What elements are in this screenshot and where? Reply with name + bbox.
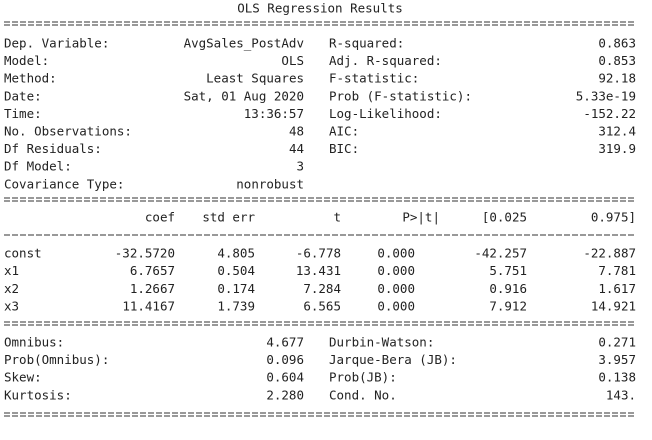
value: Sat, 01 Aug 2020 <box>184 88 304 103</box>
cell: 6.565 <box>303 299 341 314</box>
column-header: 0.975] <box>591 210 636 225</box>
column-header: [0.025 <box>482 210 527 225</box>
value: AvgSales_PostAdv <box>184 36 304 51</box>
label: Dep. Variable: <box>4 36 109 51</box>
label: Prob (F-statistic): <box>329 88 472 103</box>
label: Skew: <box>4 370 42 385</box>
cell: 0.000 <box>377 299 415 314</box>
cell: 1.739 <box>217 299 255 314</box>
cell: 14.921 <box>591 299 636 314</box>
label: Durbin-Watson: <box>329 335 434 350</box>
cell: 4.805 <box>217 246 255 261</box>
label: Prob(JB): <box>329 370 397 385</box>
cell: 0.000 <box>377 246 415 261</box>
value: 0.096 <box>266 352 304 367</box>
label: No. Observations: <box>4 124 132 139</box>
label: Cond. No. <box>329 387 397 402</box>
label: Jarque-Bera (JB): <box>329 352 457 367</box>
row-label: x3 <box>4 299 19 314</box>
column-header: P>|t| <box>402 210 440 225</box>
label: R-squared: <box>329 36 404 51</box>
value: 44 <box>289 141 304 156</box>
label: Time: <box>4 106 42 121</box>
separator <box>4 197 636 202</box>
cell: 1.2667 <box>130 281 175 296</box>
value: 48 <box>289 124 304 139</box>
cell: 0.174 <box>217 281 255 296</box>
label: Model: <box>4 53 49 68</box>
label: Method: <box>4 71 57 86</box>
value: 319.9 <box>598 141 636 156</box>
column-header: std err <box>202 210 255 225</box>
label: Prob(Omnibus): <box>4 352 109 367</box>
cell: 7.912 <box>489 299 527 314</box>
label: Omnibus: <box>4 335 64 350</box>
row-label: const <box>4 246 42 261</box>
value: 5.33e-19 <box>576 88 636 103</box>
value: 0.853 <box>598 53 636 68</box>
cell: 7.284 <box>303 281 341 296</box>
value: Least Squares <box>206 71 304 86</box>
value: OLS <box>281 53 304 68</box>
label: BIC: <box>329 141 359 156</box>
value: 0.863 <box>598 36 636 51</box>
value: 312.4 <box>598 124 636 139</box>
cell: -6.778 <box>296 246 341 261</box>
value: 0.604 <box>266 370 304 385</box>
label: Date: <box>4 88 42 103</box>
label: Covariance Type: <box>4 176 124 191</box>
value: 3 <box>296 159 304 174</box>
label: Df Model: <box>4 159 72 174</box>
label: Df Residuals: <box>4 141 102 156</box>
value: 13:36:57 <box>244 106 304 121</box>
column-header: t <box>333 210 341 225</box>
value: nonrobust <box>236 176 304 191</box>
value: 92.18 <box>598 71 636 86</box>
label: AIC: <box>329 124 359 139</box>
value: 3.957 <box>598 352 636 367</box>
value: 0.271 <box>598 335 636 350</box>
cell: 0.916 <box>489 281 527 296</box>
cell: -22.887 <box>583 246 636 261</box>
row-label: x1 <box>4 263 19 278</box>
cell: -42.257 <box>474 246 527 261</box>
cell: 5.751 <box>489 263 527 278</box>
separator <box>4 321 636 326</box>
value: -152.22 <box>583 106 636 121</box>
row-label: x2 <box>4 281 19 296</box>
label: F-statistic: <box>329 71 419 86</box>
label: Kurtosis: <box>4 387 72 402</box>
cell: 0.504 <box>217 263 255 278</box>
cell: -32.5720 <box>115 246 175 261</box>
value: 2.280 <box>266 387 304 402</box>
label: Adj. R-squared: <box>329 53 442 68</box>
cell: 11.4167 <box>122 299 175 314</box>
label: Log-Likelihood: <box>329 106 442 121</box>
cell: 6.7657 <box>130 263 175 278</box>
cell: 0.000 <box>377 281 415 296</box>
column-header: coef <box>145 210 175 225</box>
cell: 1.617 <box>598 281 636 296</box>
separator <box>4 21 636 26</box>
separator <box>4 412 636 417</box>
title: OLS Regression Results <box>237 1 403 16</box>
cell: 7.781 <box>598 263 636 278</box>
value: 143. <box>606 387 636 402</box>
cell: 13.431 <box>296 263 341 278</box>
cell: 0.000 <box>377 263 415 278</box>
value: 0.138 <box>598 370 636 385</box>
value: 4.677 <box>266 335 304 350</box>
